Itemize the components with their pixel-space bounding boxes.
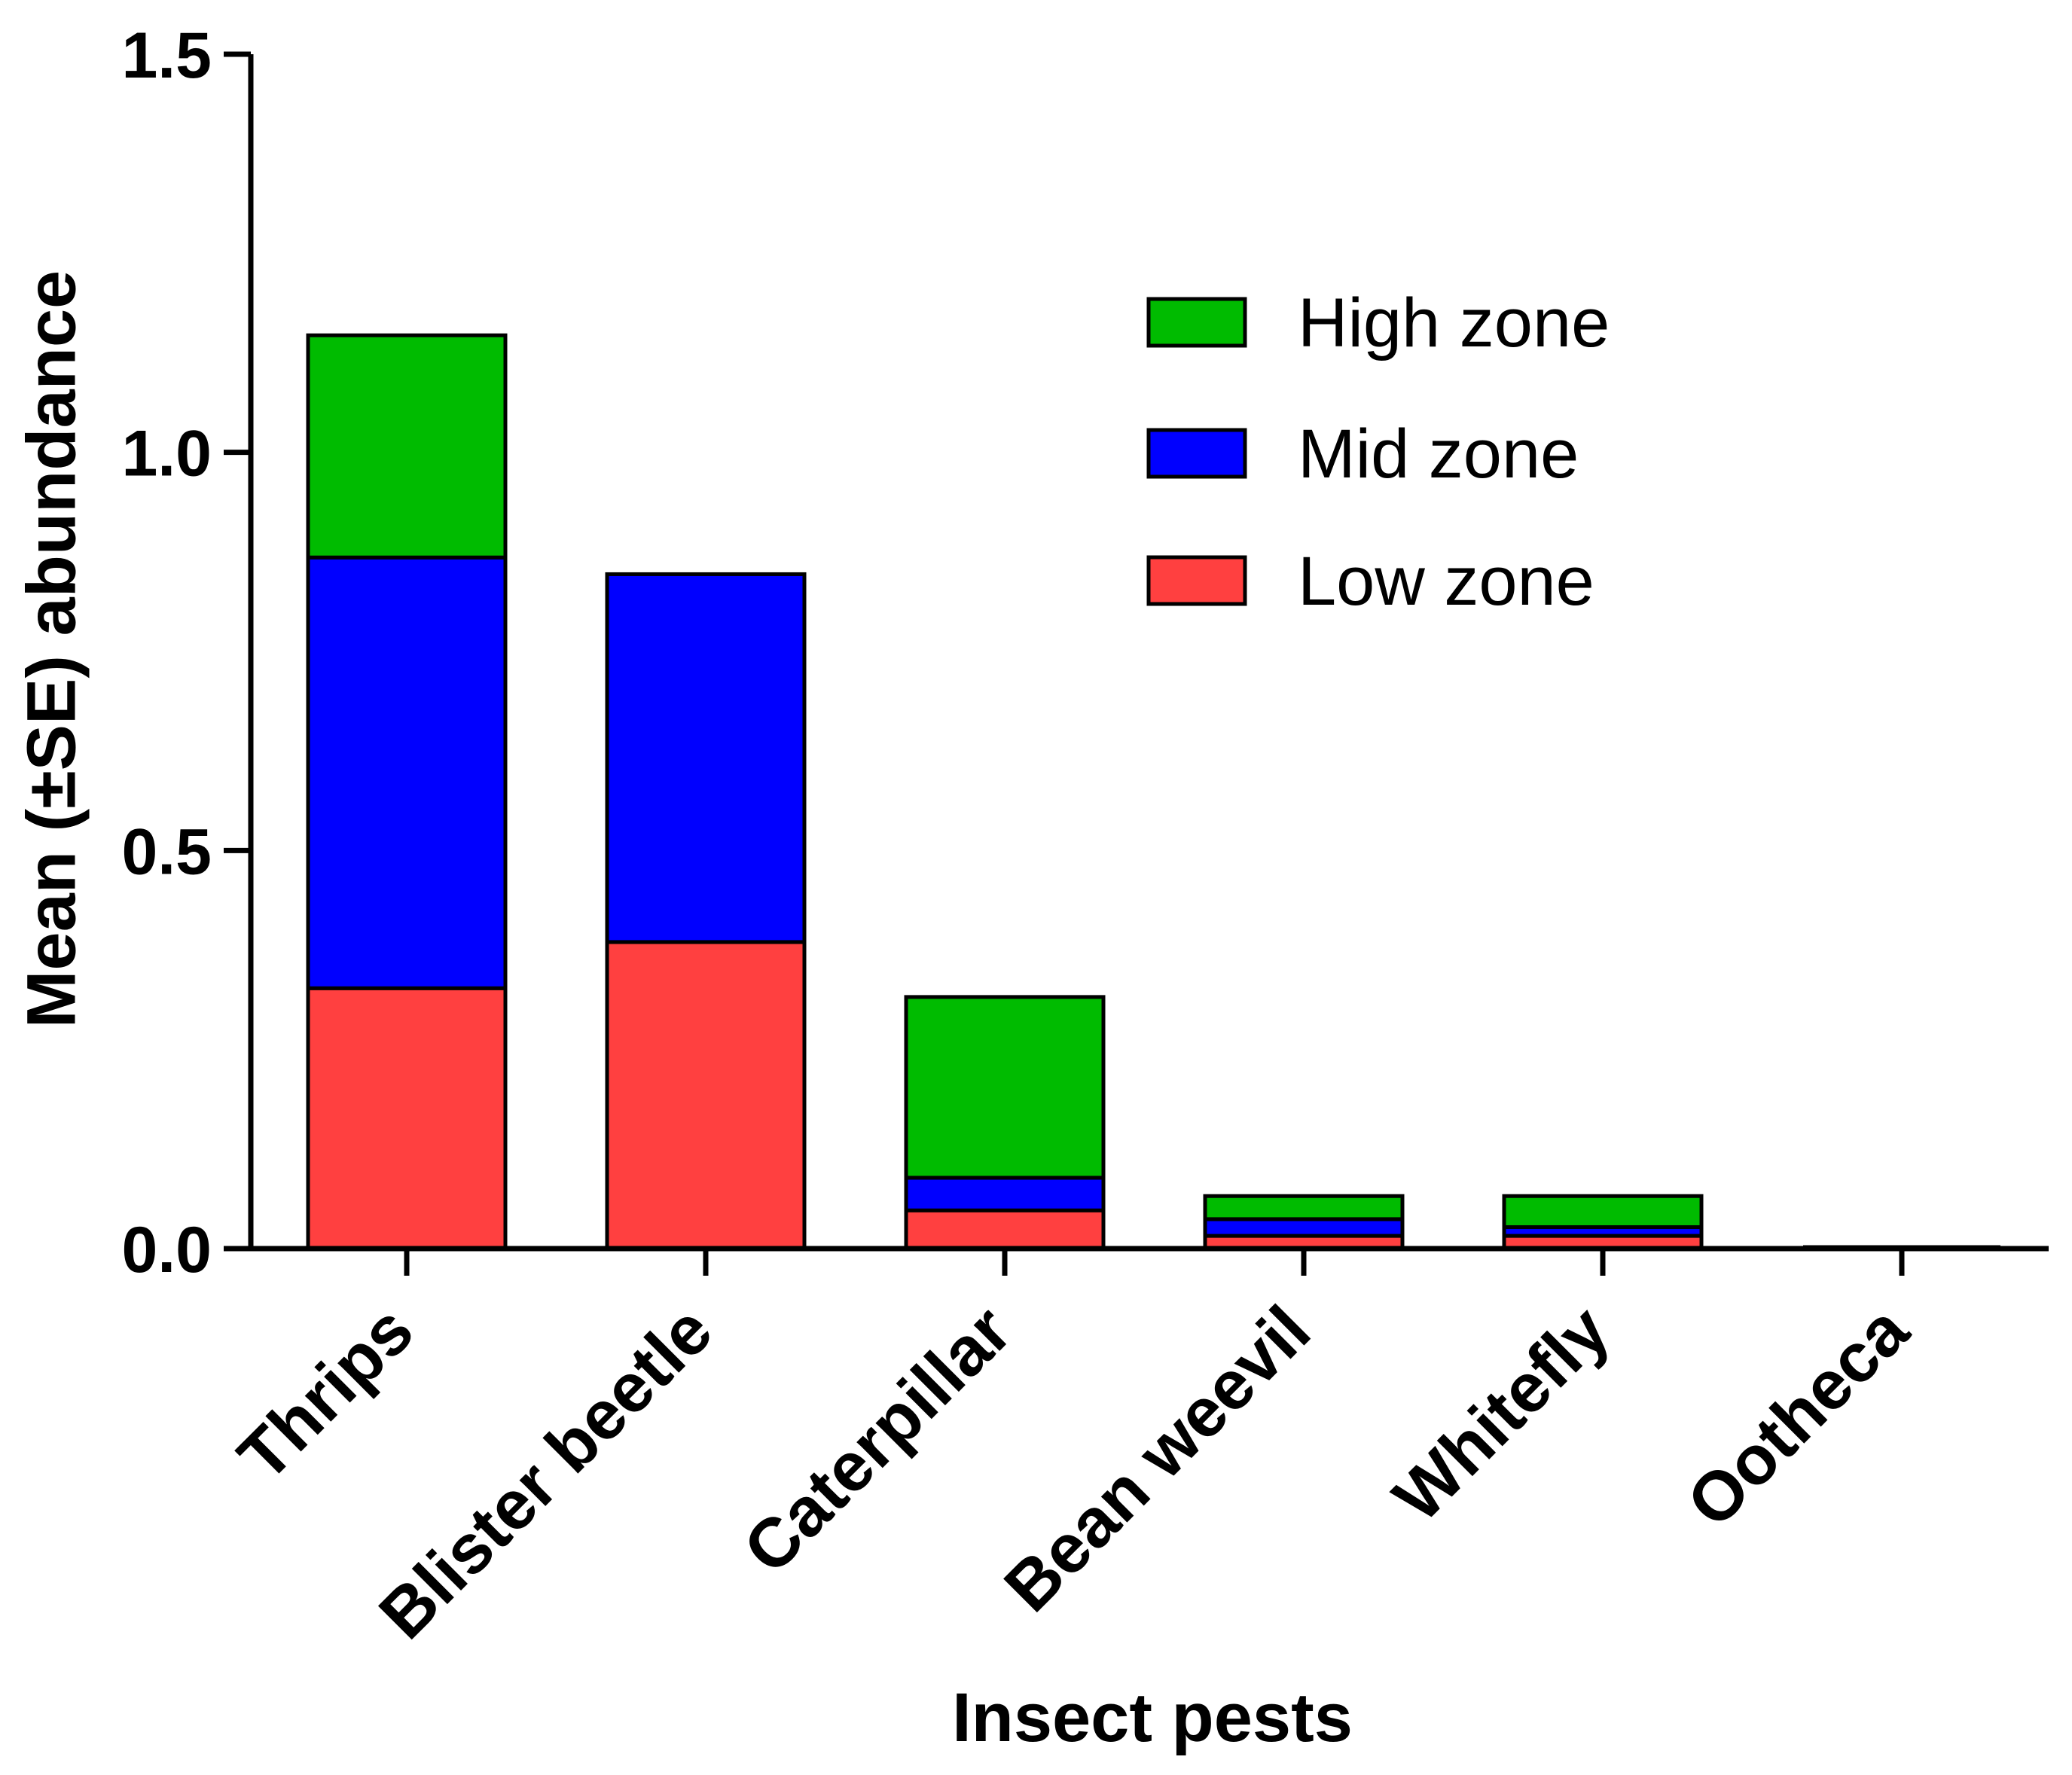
x-axis-title: Insect pests (952, 1679, 1353, 1756)
bar-thrips-high-zone (306, 333, 508, 560)
x-tick-label-bean-weevil: Bean weevil (990, 1292, 1326, 1627)
bar-bean-weevil-high-zone (1203, 1194, 1405, 1221)
x-tick-label-ootheca: Ootheca (1673, 1291, 1924, 1542)
x-tick-label-whitefly: Whitefly (1379, 1292, 1624, 1536)
bars-layer (306, 333, 2000, 1251)
legend-swatch-mid-zone (1146, 428, 1247, 479)
bar-caterpillar-high-zone (904, 995, 1106, 1180)
x-tick-label-caterpillar: Caterpillar (729, 1292, 1026, 1588)
y-axis-title: Mean (±SE) abundance (13, 270, 90, 1028)
legend-label-mid-zone: Mid zone (1298, 416, 1579, 493)
bar-bean-weevil-mid-zone (1203, 1217, 1405, 1238)
y-tick-label: 0.0 (121, 1214, 212, 1286)
bar-caterpillar-mid-zone (904, 1176, 1106, 1212)
x-tick-label-thrips: Thrips (224, 1292, 428, 1496)
legend-label-high-zone: High zone (1298, 285, 1610, 361)
bar-blister-beetle-low-zone (605, 940, 807, 1251)
legend-swatch-high-zone (1146, 297, 1247, 348)
legend-label-low-zone: Low zone (1298, 543, 1594, 620)
bar-blister-beetle-mid-zone (605, 572, 807, 944)
bar-thrips-mid-zone (306, 555, 508, 990)
y-tick-label: 0.5 (121, 816, 212, 888)
bar-caterpillar-low-zone (904, 1208, 1106, 1251)
legend-swatch-low-zone (1146, 555, 1247, 606)
legend: High zone Mid zone Low zone (1146, 285, 1610, 620)
y-tick-label: 1.5 (121, 20, 212, 92)
bar-whitefly-high-zone (1502, 1194, 1704, 1229)
bar-thrips-low-zone (306, 986, 508, 1251)
y-tick-label: 1.0 (121, 418, 212, 490)
